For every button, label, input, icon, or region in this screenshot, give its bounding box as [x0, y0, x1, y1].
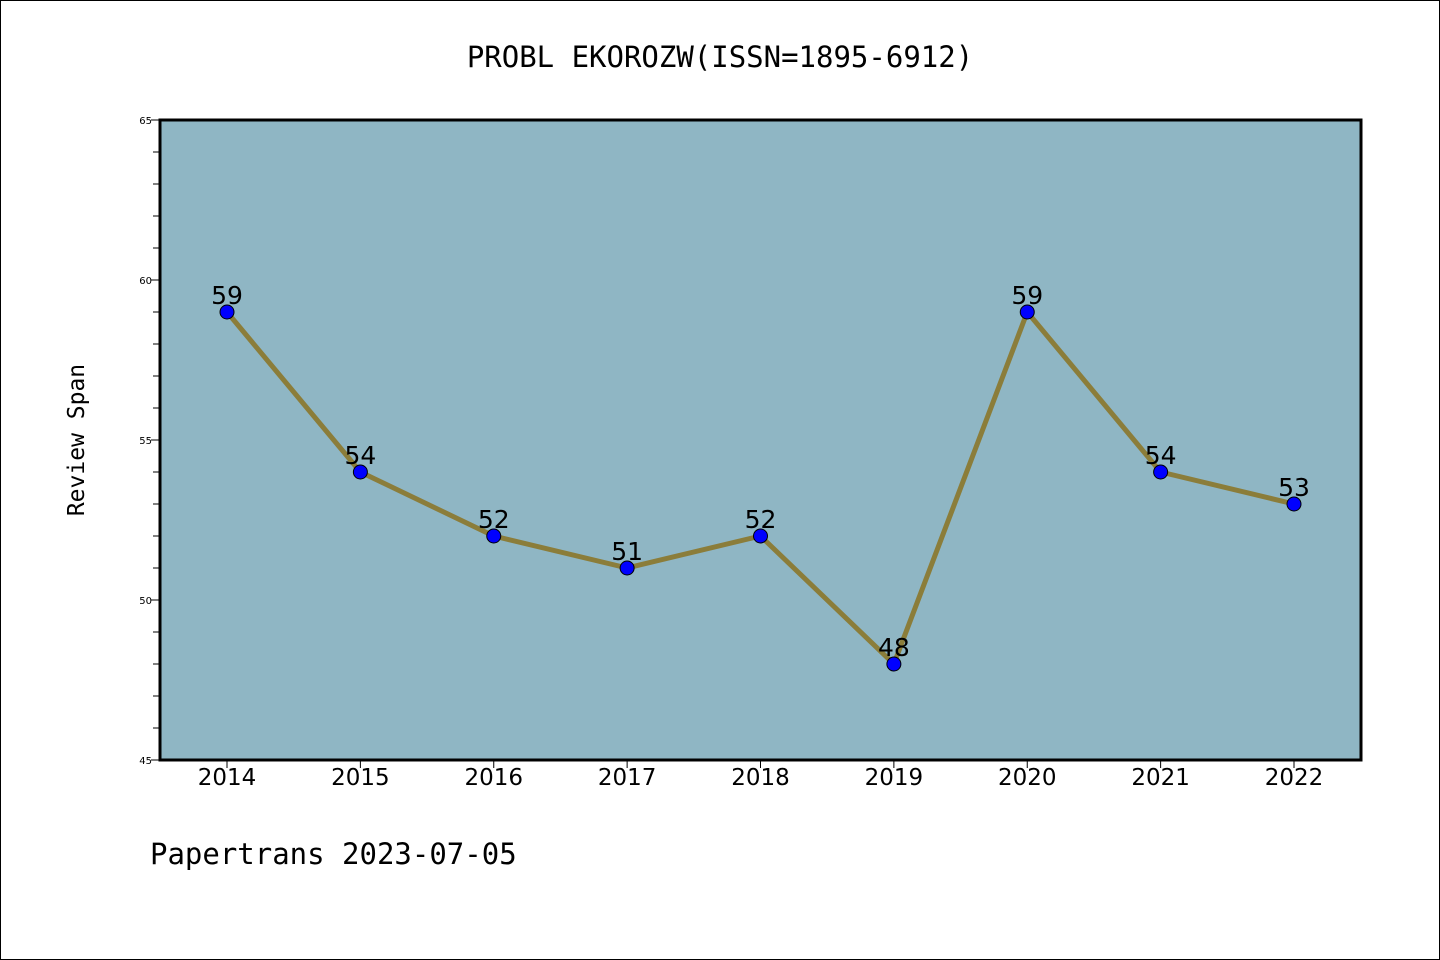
- y-tick-label: 45: [139, 756, 152, 767]
- data-point: [1019, 304, 1035, 320]
- data-point: [352, 464, 368, 480]
- x-tick-label: 2022: [1265, 765, 1324, 791]
- data-point: [753, 528, 768, 544]
- footer-credit: Papertrans 2023-07-05: [150, 837, 517, 871]
- x-tick-label: 2020: [998, 765, 1057, 791]
- plot-border: [158, 118, 1363, 762]
- data-label: 53: [1278, 473, 1310, 502]
- x-tick-label: 2019: [865, 765, 924, 791]
- plot-background: [160, 120, 1361, 760]
- data-label: 54: [344, 441, 376, 470]
- x-tick-label: 2021: [1131, 765, 1190, 791]
- x-tick-label: 2018: [731, 765, 790, 791]
- data-label: 52: [745, 505, 777, 534]
- data-point: [486, 528, 502, 544]
- y-tick-label: 50: [139, 596, 152, 607]
- x-tick-label: 2014: [198, 765, 257, 791]
- data-point: [219, 304, 235, 320]
- plot-area: 45 50 55 60 65 2014 2015 2016 2017 2018 2019 2020 20…: [139, 116, 1363, 791]
- data-point: [886, 656, 902, 672]
- data-point: [619, 560, 635, 576]
- y-tick-label: 65: [139, 116, 152, 127]
- x-tick-label: 2016: [464, 765, 523, 791]
- data-point: [1153, 464, 1169, 480]
- x-tick-label: 2017: [598, 765, 657, 791]
- y-tick-label: 60: [139, 276, 152, 287]
- data-point: [1286, 496, 1302, 512]
- y-tick-label: 55: [139, 436, 152, 447]
- x-tick-label: 2015: [331, 765, 390, 791]
- data-label: 52: [478, 505, 510, 534]
- data-label: 48: [878, 633, 910, 662]
- data-label: 59: [1011, 281, 1043, 310]
- y-axis-label: Review Span: [64, 364, 90, 516]
- data-label: 59: [211, 281, 243, 310]
- chart-title: PROBL EKOROZW(ISSN=1895-6912): [467, 40, 973, 74]
- data-label: 51: [611, 537, 643, 566]
- data-label: 54: [1145, 441, 1177, 470]
